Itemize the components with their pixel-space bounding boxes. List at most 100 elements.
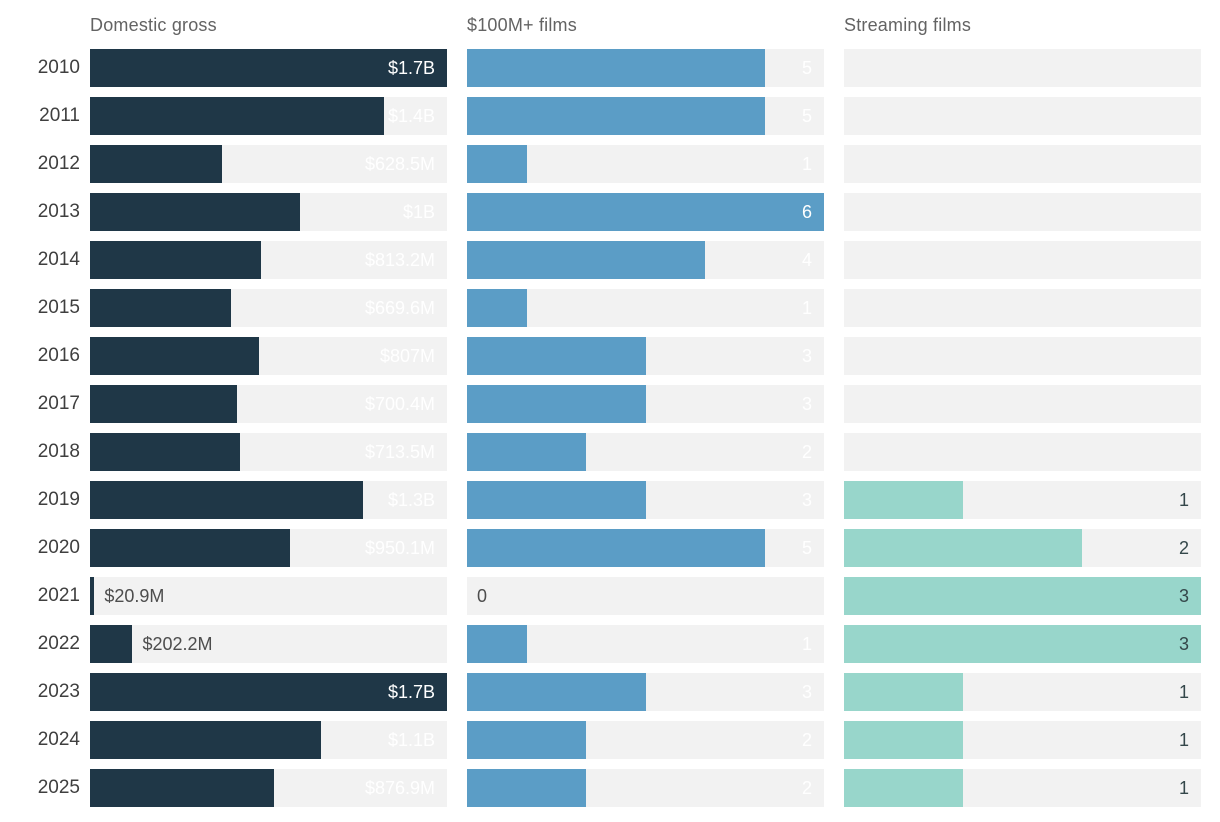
films-100m-value-label: 1: [801, 298, 812, 318]
domestic-gross-value-label: $700.4M: [364, 394, 435, 414]
films-100m-track: 1: [467, 625, 824, 663]
films-100m-track: 5: [467, 529, 824, 567]
streaming-films-track: [844, 289, 1201, 327]
domestic-gross-value-label: $1.4B: [387, 106, 435, 126]
films-100m-track: 2: [467, 769, 824, 807]
films-100m-value-label: 0: [477, 586, 488, 606]
domestic-gross-bar: [90, 529, 290, 567]
films-100m-bar: [467, 673, 646, 711]
year-label: 2017: [37, 393, 80, 414]
year-column-spacer: [0, 15, 90, 36]
chart-row-2016: 2016 $807M 3: [0, 337, 1220, 375]
chart-row-2022: 2022 $202.2M 1 3: [0, 625, 1220, 663]
domestic-gross-bar: [90, 145, 222, 183]
streaming-films-track: [844, 97, 1201, 135]
streaming-films-track: [844, 337, 1201, 375]
streaming-films-track: 1: [844, 769, 1201, 807]
streaming-films-value-label: 1: [1178, 778, 1189, 798]
chart-row-2013: 2013 $1B 6: [0, 193, 1220, 231]
films-100m-bar: [467, 97, 765, 135]
streaming-films-bar: [844, 481, 963, 519]
year-label: 2020: [37, 537, 80, 558]
domestic-gross-bar: [90, 433, 240, 471]
year-label: 2013: [37, 201, 80, 222]
films-100m-value-label: 6: [801, 202, 812, 222]
year-label: 2018: [37, 441, 80, 462]
domestic-gross-bar: [90, 241, 261, 279]
domestic-gross-value-label: $202.2M: [142, 634, 213, 654]
films-100m-bar: [467, 625, 527, 663]
chart-row-2021: 2021 $20.9M 0 3: [0, 577, 1220, 615]
year-label: 2025: [37, 777, 80, 798]
year-label: 2016: [37, 345, 80, 366]
films-100m-value-label: 5: [801, 58, 812, 78]
header-domestic-gross: Domestic gross: [90, 15, 217, 35]
streaming-films-bar: [844, 577, 1201, 615]
streaming-films-track: 3: [844, 577, 1201, 615]
domestic-gross-bar: [90, 721, 321, 759]
domestic-gross-bar: [90, 769, 275, 807]
chart-row-2014: 2014 $813.2M 4: [0, 241, 1220, 279]
streaming-films-track: 3: [844, 625, 1201, 663]
domestic-gross-track: $1.1B: [90, 721, 447, 759]
domestic-gross-track: $1.7B: [90, 673, 447, 711]
films-100m-track: 3: [467, 481, 824, 519]
films-100m-bar: [467, 769, 586, 807]
header-100m-films: $100M+ films: [467, 15, 577, 35]
domestic-gross-value-label: $807M: [379, 346, 435, 366]
streaming-films-track: [844, 433, 1201, 471]
domestic-gross-value-label: $1.3B: [387, 490, 435, 510]
domestic-gross-bar: [90, 193, 300, 231]
streaming-films-bar: [844, 673, 963, 711]
domestic-gross-bar: [90, 97, 384, 135]
films-100m-bar: [467, 49, 765, 87]
streaming-films-bar: [844, 769, 963, 807]
chart-row-2024: 2024 $1.1B 2 1: [0, 721, 1220, 759]
domestic-gross-bar: [90, 49, 447, 87]
films-100m-bar: [467, 337, 646, 375]
domestic-gross-value-label: $1.7B: [387, 58, 435, 78]
films-100m-bar: [467, 721, 586, 759]
domestic-gross-value-label: $876.9M: [364, 778, 435, 798]
domestic-gross-track: $876.9M: [90, 769, 447, 807]
chart-row-2019: 2019 $1.3B 3 1: [0, 481, 1220, 519]
films-100m-track: 2: [467, 721, 824, 759]
domestic-gross-track: $813.2M: [90, 241, 447, 279]
films-100m-bar: [467, 481, 646, 519]
domestic-gross-track: $20.9M: [90, 577, 447, 615]
films-100m-value-label: 3: [801, 394, 812, 414]
year-label: 2019: [37, 489, 80, 510]
domestic-gross-track: $807M: [90, 337, 447, 375]
domestic-gross-track: $628.5M: [90, 145, 447, 183]
chart-row-2010: 2010 $1.7B 5: [0, 49, 1220, 87]
streaming-films-track: [844, 241, 1201, 279]
films-100m-value-label: 5: [801, 538, 812, 558]
domestic-gross-value-label: $713.5M: [364, 442, 435, 462]
domestic-gross-value-label: $628.5M: [364, 154, 435, 174]
chart-row-2020: 2020 $950.1M 5 2: [0, 529, 1220, 567]
films-100m-value-label: 3: [801, 490, 812, 510]
films-100m-bar: [467, 193, 824, 231]
domestic-gross-track: $713.5M: [90, 433, 447, 471]
streaming-films-value-label: 2: [1178, 538, 1189, 558]
streaming-films-value-label: 1: [1178, 730, 1189, 750]
films-100m-value-label: 3: [801, 346, 812, 366]
domestic-gross-track: $1.4B: [90, 97, 447, 135]
domestic-gross-value-label: $813.2M: [364, 250, 435, 270]
films-100m-bar: [467, 433, 586, 471]
streaming-films-track: 1: [844, 673, 1201, 711]
chart-row-2011: 2011 $1.4B 5: [0, 97, 1220, 135]
films-100m-value-label: 1: [801, 634, 812, 654]
streaming-films-bar: [844, 625, 1201, 663]
year-label: 2014: [37, 249, 80, 270]
films-100m-bar: [467, 241, 705, 279]
year-label: 2023: [37, 681, 80, 702]
domestic-gross-bar: [90, 673, 447, 711]
films-100m-track: 4: [467, 241, 824, 279]
year-label: 2022: [37, 633, 80, 654]
streaming-films-track: [844, 385, 1201, 423]
films-100m-bar: [467, 145, 527, 183]
films-100m-bar: [467, 289, 527, 327]
streaming-films-track: [844, 193, 1201, 231]
films-100m-track: 3: [467, 385, 824, 423]
